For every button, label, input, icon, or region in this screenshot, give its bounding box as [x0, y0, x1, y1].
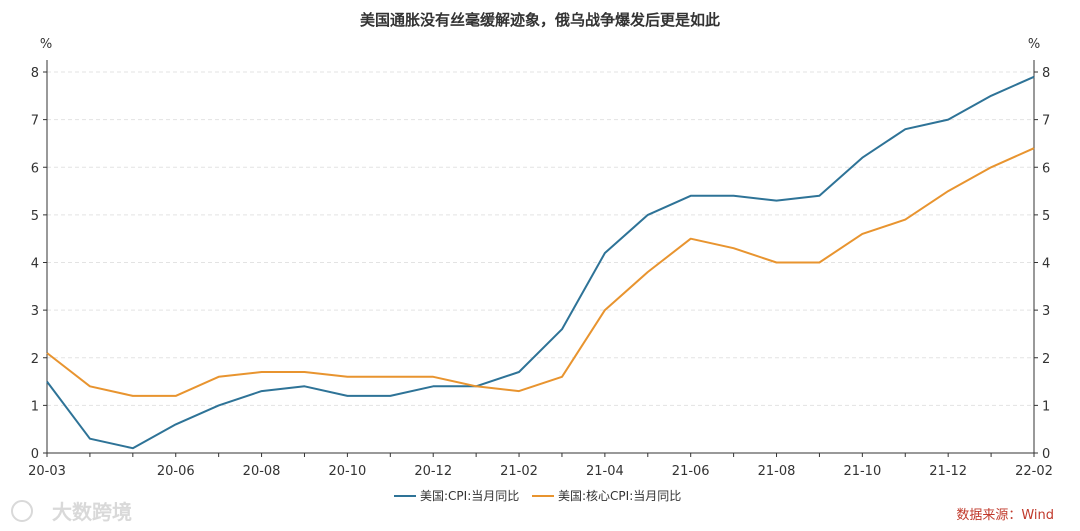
- x-tick-label: 20-10: [329, 464, 367, 479]
- x-tick-label: 20-03: [28, 464, 66, 479]
- x-tick-label: 22-02: [1015, 464, 1053, 479]
- y-tick-label-left: 7: [31, 114, 39, 129]
- y-tick-label-left: 0: [31, 447, 39, 462]
- right-y-unit: %: [1028, 37, 1040, 52]
- chart-title: 美国通胀没有丝毫缓解迹象，俄乌战争爆发后更是如此: [360, 11, 720, 29]
- y-tick-label-left: 6: [31, 161, 39, 176]
- y-tick-label-right: 2: [1042, 352, 1050, 367]
- y-tick-label-left: 8: [31, 66, 39, 81]
- y-tick-label-right: 6: [1042, 161, 1050, 176]
- left-y-unit: %: [40, 37, 52, 52]
- source-note: 数据来源：Wind: [956, 508, 1054, 523]
- watermark-logo: 大数跨境: [11, 500, 132, 524]
- watermark-icon: [11, 500, 33, 522]
- gridlines: [47, 71, 1034, 406]
- x-tick-label: 21-04: [586, 464, 624, 479]
- x-tick-label: 20-12: [414, 464, 452, 479]
- axes: 0 0 1 1 2 2 3 3 4 4 5 5 6 6 7 7 8 8 20-03 20-06 20-08 20-10 20…: [28, 60, 1053, 479]
- x-tick-label: 20-08: [243, 464, 281, 479]
- y-tick-label-left: 1: [31, 399, 39, 414]
- y-tick-label-right: 4: [1042, 257, 1050, 272]
- x-tick-label: 20-06: [157, 464, 195, 479]
- x-tick-label: 21-12: [929, 464, 967, 479]
- y-tick-label-right: 8: [1042, 66, 1050, 81]
- y-tick-label-right: 1: [1042, 399, 1050, 414]
- x-tick-label: 21-08: [758, 464, 796, 479]
- series-line-cpi: [46, 75, 1035, 450]
- y-tick-label-right: 0: [1042, 447, 1050, 462]
- y-tick-label-left: 5: [31, 209, 39, 224]
- x-tick-label: 21-06: [672, 464, 710, 479]
- y-tick-label-left: 4: [31, 257, 39, 272]
- x-tick-label: 21-10: [843, 464, 881, 479]
- series-line-core-cpi: [46, 147, 1035, 397]
- series-lines: [46, 75, 1035, 450]
- legend-label-core-cpi: 美国:核心CPI:当月同比: [558, 489, 681, 503]
- legend: 美国:CPI:当月同比 美国:核心CPI:当月同比: [394, 489, 681, 503]
- y-tick-label-left: 2: [31, 352, 39, 367]
- x-tick-label: 21-02: [500, 464, 538, 479]
- watermark-text: 大数跨境: [52, 500, 132, 524]
- y-tick-label-right: 5: [1042, 209, 1050, 224]
- y-tick-label-right: 7: [1042, 114, 1050, 129]
- y-tick-label-left: 3: [31, 304, 39, 319]
- legend-label-cpi: 美国:CPI:当月同比: [420, 489, 519, 503]
- y-tick-label-right: 3: [1042, 304, 1050, 319]
